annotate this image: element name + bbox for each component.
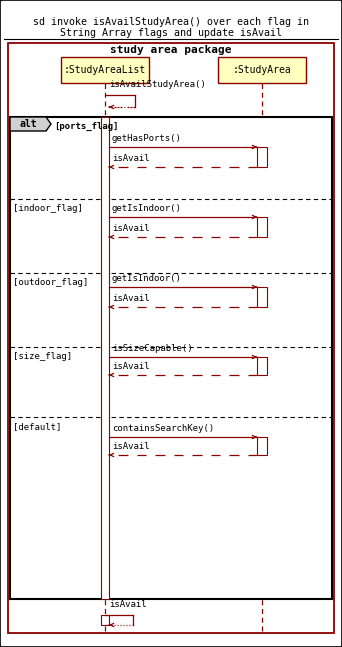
Text: :StudyArea: :StudyArea — [233, 65, 291, 75]
Text: [outdoor_flag]: [outdoor_flag] — [13, 278, 88, 287]
Text: isSizeCapable(): isSizeCapable() — [112, 344, 193, 353]
Text: alt: alt — [19, 119, 37, 129]
Text: containsSearchKey(): containsSearchKey() — [112, 424, 214, 433]
Bar — [257, 357, 267, 375]
Text: isAvail: isAvail — [112, 294, 150, 303]
Bar — [101, 615, 109, 625]
Text: [indoor_flag]: [indoor_flag] — [13, 204, 83, 213]
Text: sd invoke isAvailStudyArea() over each flag in: sd invoke isAvailStudyArea() over each f… — [33, 17, 309, 27]
Bar — [257, 287, 267, 307]
Text: getIsIndoor(): getIsIndoor() — [112, 204, 182, 213]
Bar — [218, 57, 306, 83]
Text: [size_flag]: [size_flag] — [13, 352, 72, 361]
Bar — [257, 147, 267, 167]
Text: getIsIndoor(): getIsIndoor() — [112, 274, 182, 283]
Text: isAvailStudyArea(): isAvailStudyArea() — [109, 80, 206, 89]
Text: getHasPorts(): getHasPorts() — [112, 134, 182, 143]
Text: [ports_flag]: [ports_flag] — [54, 122, 118, 131]
Polygon shape — [10, 117, 51, 131]
Text: String Array flags and update isAvail: String Array flags and update isAvail — [60, 28, 282, 38]
Text: [default]: [default] — [13, 422, 61, 431]
Bar — [257, 437, 267, 455]
Text: isAvail: isAvail — [112, 224, 150, 233]
Bar — [257, 217, 267, 237]
Bar — [10, 117, 332, 599]
Text: study area package: study area package — [110, 45, 232, 55]
Bar — [61, 57, 149, 83]
Bar — [101, 117, 109, 599]
Text: :StudyAreaList: :StudyAreaList — [64, 65, 146, 75]
Text: isAvail: isAvail — [112, 154, 150, 163]
Text: isAvail: isAvail — [112, 362, 150, 371]
Text: isAvail: isAvail — [109, 600, 147, 609]
Text: isAvail: isAvail — [112, 442, 150, 451]
